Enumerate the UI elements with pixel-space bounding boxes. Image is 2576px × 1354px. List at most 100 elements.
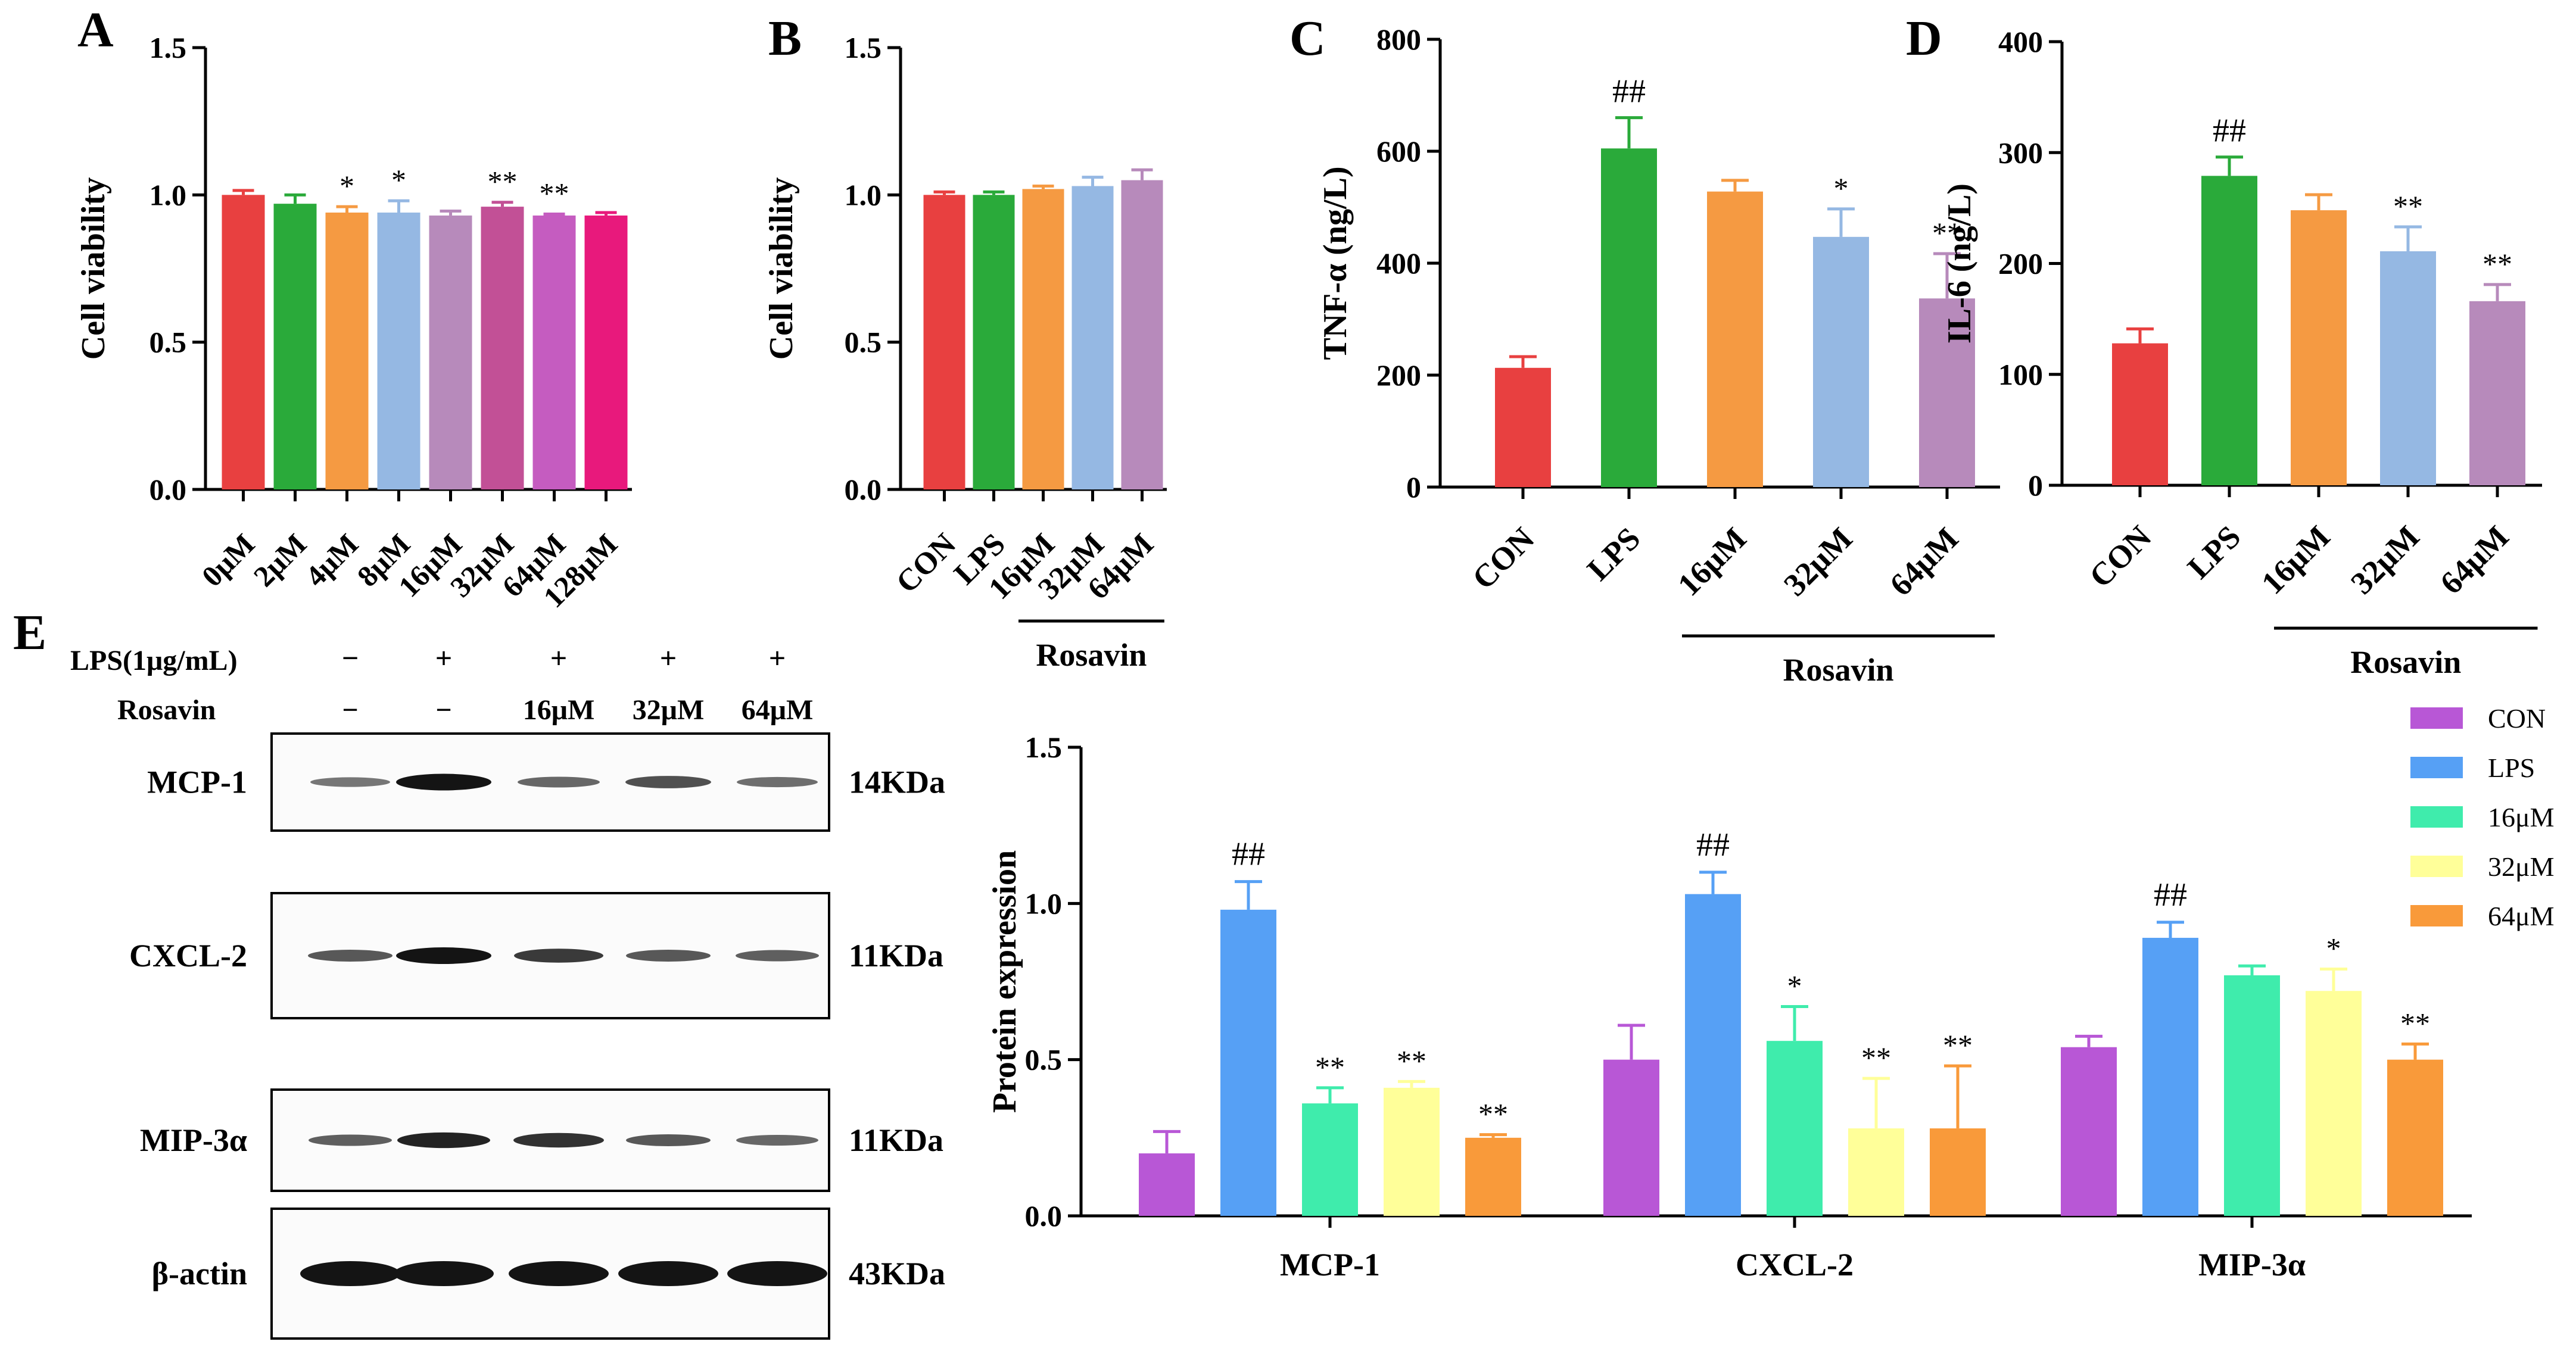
bar-b-2: [1022, 189, 1064, 489]
x-tick-label-e-1: CXCL-2: [1736, 1247, 1854, 1283]
bar-d-4: [2469, 301, 2525, 485]
blot-band-3-4: [727, 1261, 827, 1286]
y-tick-label-d: 100: [1998, 358, 2043, 391]
x-tick-label-c-4: 64μM: [1883, 520, 1965, 603]
y-tick-label-b: 0.0: [845, 473, 882, 506]
bar-e-0-0: [1139, 1153, 1195, 1216]
significance-e-0-1: ##: [1232, 836, 1265, 873]
blot-band-3-1: [394, 1261, 494, 1286]
bar-a-3: [377, 213, 420, 489]
x-tick-label-d-0: CON: [2082, 519, 2158, 594]
bar-e-2-4: [2387, 1059, 2443, 1216]
bar-b-0: [923, 195, 965, 489]
significance-c-1: ##: [1612, 73, 1646, 110]
y-tick-label-c: 400: [1376, 247, 1421, 280]
blot-band-2-4: [736, 1134, 818, 1146]
bar-a-0: [222, 195, 265, 489]
blot-rosavin-label: Rosavin: [117, 694, 216, 726]
bar-e-1-2: [1767, 1041, 1823, 1216]
significance-e-0-4: **: [1478, 1097, 1508, 1131]
bar-e-0-2: [1302, 1103, 1358, 1216]
x-tick-label-d-2: 16μM: [2254, 519, 2337, 601]
x-tick-label-c-0: CON: [1465, 520, 1541, 596]
rosavin-group-label-d: Rosavin: [2350, 644, 2461, 680]
blot-size-label-2: 11KDa: [849, 1122, 943, 1158]
legend-label-4: 64μM: [2488, 901, 2555, 931]
legend-swatch-2: [2410, 806, 2463, 828]
bar-c-4: [1919, 298, 1975, 487]
y-tick-label-c: 600: [1376, 135, 1421, 168]
bar-e-1-0: [1603, 1059, 1659, 1216]
y-tick-label-d: 300: [1998, 136, 2043, 169]
bar-e-2-3: [2306, 991, 2362, 1216]
blot-band-1-3: [626, 950, 711, 962]
blot-protein-label-3: β-actin: [152, 1256, 247, 1291]
significance-e-2-4: **: [2400, 1006, 2430, 1040]
blot-lps-cell-0: −: [342, 641, 359, 675]
x-tick-label-d-4: 64μM: [2433, 519, 2515, 601]
legend-swatch-1: [2410, 757, 2463, 778]
bar-a-4: [429, 215, 472, 489]
x-tick-label-c-2: 16μM: [1671, 520, 1753, 603]
y-tick-label-c: 0: [1406, 470, 1421, 504]
x-tick-label-c-1: LPS: [1580, 520, 1647, 587]
x-tick-label-a-0: 0μM: [195, 527, 261, 593]
blot-band-2-3: [626, 1134, 711, 1146]
panel-label-c: C: [1289, 11, 1326, 66]
blot-band-2-0: [309, 1134, 392, 1146]
blot-rosavin-cell-2: 16μM: [523, 694, 595, 726]
significance-e-2-1: ##: [2154, 876, 2187, 913]
bar-e-1-1: [1685, 894, 1741, 1216]
x-tick-label-c-3: 32μM: [1777, 520, 1859, 603]
y-tick-label-b: 1.0: [845, 178, 882, 211]
y-tick-label-c: 200: [1376, 358, 1421, 392]
bar-a-6: [532, 215, 576, 489]
legend-swatch-0: [2410, 707, 2463, 729]
blot-rosavin-cell-1: −: [435, 694, 451, 726]
blot-header: − + + + + − − 16μM 32μM 64μM: [342, 641, 814, 726]
y-tick-label-d: 400: [1998, 25, 2043, 58]
bar-b-1: [973, 195, 1015, 489]
x-tick-label-e-0: MCP-1: [1280, 1247, 1380, 1283]
y-axis-label-e: Protein expression: [986, 850, 1023, 1113]
y-tick-label-b: 0.5: [845, 326, 882, 359]
y-tick-label-c: 800: [1376, 23, 1421, 56]
bar-a-2: [325, 213, 369, 489]
bar-d-2: [2291, 210, 2347, 485]
bar-d-1: [2201, 176, 2257, 485]
significance-c-3: *: [1834, 171, 1849, 205]
bar-a-5: [481, 207, 524, 489]
legend-label-0: CON: [2488, 703, 2546, 734]
significance-a-2: *: [339, 169, 354, 202]
blot-band-0-0: [310, 777, 390, 787]
x-tick-label-d-3: 32μM: [2344, 519, 2426, 601]
bar-c-0: [1495, 367, 1551, 487]
y-tick-label-e: 1.0: [1025, 887, 1063, 920]
x-tick-label-e-2: MIP-3α: [2198, 1247, 2306, 1283]
blot-band-0-1: [396, 773, 491, 791]
blot-rosavin-cell-3: 32μM: [633, 694, 705, 726]
y-tick-label-d: 0: [2028, 469, 2043, 502]
blot-protein-label-2: MIP-3α: [140, 1122, 247, 1158]
legend-swatch-3: [2410, 856, 2463, 877]
bar-c-1: [1601, 148, 1657, 488]
bar-b-3: [1071, 186, 1114, 489]
bar-a-1: [273, 204, 317, 489]
blot-band-1-4: [736, 950, 819, 962]
significance-c-4: **: [1932, 216, 1962, 249]
significance-e-1-4: **: [1943, 1028, 1973, 1062]
legend-label-3: 32μM: [2488, 851, 2555, 882]
blot-band-2-1: [397, 1132, 490, 1149]
legend-label-1: LPS: [2488, 753, 2535, 783]
blot-size-label-3: 43KDa: [849, 1256, 945, 1291]
bar-e-1-4: [1930, 1128, 1986, 1216]
western-blot: MCP-1 14KDa CXCL-2 11KDa MIP-3α 11KDa β-actin 4…: [129, 732, 945, 1340]
y-tick-label-b: 1.5: [845, 31, 882, 64]
blot-size-label-0: 14KDa: [849, 765, 945, 800]
y-tick-label-a: 0.5: [149, 326, 187, 359]
panel-label-b: B: [768, 11, 802, 66]
x-tick-label-a-2: 4μM: [299, 527, 365, 593]
